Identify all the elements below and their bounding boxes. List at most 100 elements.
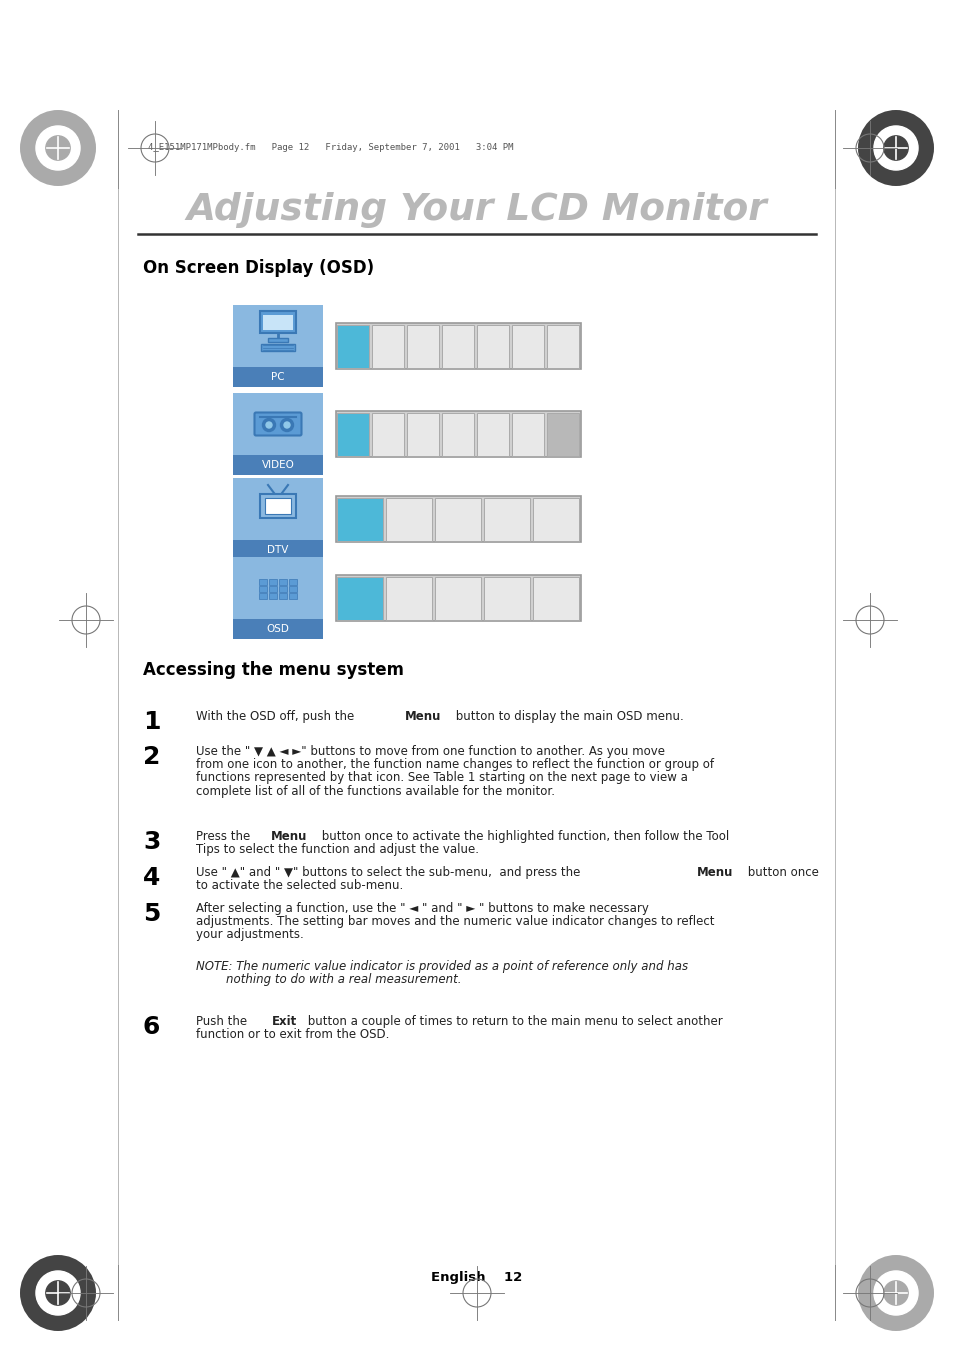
Text: Use " ▲" and " ▼" buttons to select the sub-menu,  and press the: Use " ▲" and " ▼" buttons to select the … [195, 866, 583, 880]
FancyBboxPatch shape [407, 324, 439, 367]
Text: 1: 1 [143, 711, 160, 734]
FancyBboxPatch shape [442, 412, 474, 455]
Text: PC: PC [271, 372, 285, 382]
FancyBboxPatch shape [484, 497, 530, 540]
Text: button a couple of times to return to the main menu to select another: button a couple of times to return to th… [304, 1015, 722, 1028]
Circle shape [857, 1255, 933, 1331]
FancyBboxPatch shape [533, 577, 578, 620]
FancyBboxPatch shape [337, 497, 383, 540]
FancyBboxPatch shape [260, 494, 295, 517]
Circle shape [46, 136, 71, 161]
Text: nothing to do with a real measurement.: nothing to do with a real measurement. [195, 973, 461, 986]
FancyBboxPatch shape [372, 412, 404, 455]
Circle shape [284, 422, 290, 428]
FancyBboxPatch shape [258, 580, 267, 585]
FancyBboxPatch shape [512, 324, 544, 367]
FancyBboxPatch shape [269, 586, 277, 592]
FancyBboxPatch shape [233, 455, 323, 476]
FancyBboxPatch shape [442, 324, 474, 367]
Text: Exit: Exit [272, 1015, 296, 1028]
FancyBboxPatch shape [289, 593, 297, 598]
Text: 3: 3 [143, 830, 160, 854]
FancyBboxPatch shape [258, 586, 267, 592]
FancyBboxPatch shape [261, 345, 294, 351]
FancyBboxPatch shape [269, 580, 277, 585]
Text: button to display the main OSD menu.: button to display the main OSD menu. [452, 711, 683, 723]
FancyBboxPatch shape [484, 577, 530, 620]
Circle shape [882, 136, 907, 161]
FancyBboxPatch shape [547, 324, 578, 367]
Text: VIDEO: VIDEO [261, 459, 294, 470]
FancyBboxPatch shape [260, 311, 295, 332]
FancyBboxPatch shape [278, 593, 287, 598]
Text: Adjusting Your LCD Monitor: Adjusting Your LCD Monitor [187, 192, 766, 228]
FancyBboxPatch shape [435, 497, 481, 540]
FancyBboxPatch shape [233, 540, 323, 561]
Text: Accessing the menu system: Accessing the menu system [143, 661, 403, 680]
FancyBboxPatch shape [233, 557, 323, 619]
Text: adjustments. The setting bar moves and the numeric value indicator changes to re: adjustments. The setting bar moves and t… [195, 915, 714, 928]
Circle shape [266, 422, 272, 428]
Text: functions represented by that icon. See Table 1 starting on the next page to vie: functions represented by that icon. See … [195, 771, 687, 785]
FancyBboxPatch shape [512, 412, 544, 455]
FancyBboxPatch shape [233, 367, 323, 386]
FancyBboxPatch shape [265, 499, 291, 513]
FancyBboxPatch shape [372, 324, 404, 367]
FancyBboxPatch shape [477, 324, 509, 367]
FancyBboxPatch shape [337, 324, 369, 367]
Circle shape [46, 1281, 71, 1305]
FancyBboxPatch shape [233, 619, 323, 639]
Text: Menu: Menu [405, 711, 441, 723]
Text: Tips to select the function and adjust the value.: Tips to select the function and adjust t… [195, 843, 478, 857]
Text: With the OSD off, push the: With the OSD off, push the [195, 711, 357, 723]
Text: On Screen Display (OSD): On Screen Display (OSD) [143, 259, 374, 277]
FancyBboxPatch shape [233, 478, 323, 540]
Text: 2: 2 [143, 744, 160, 769]
Text: Menu: Menu [696, 866, 733, 880]
FancyBboxPatch shape [435, 577, 481, 620]
Text: Menu: Menu [271, 830, 307, 843]
Circle shape [857, 109, 933, 186]
FancyBboxPatch shape [386, 497, 432, 540]
Circle shape [20, 109, 96, 186]
Text: DTV: DTV [267, 544, 289, 555]
FancyBboxPatch shape [269, 593, 277, 598]
FancyBboxPatch shape [335, 323, 580, 369]
FancyBboxPatch shape [477, 412, 509, 455]
FancyBboxPatch shape [258, 593, 267, 598]
Text: Push the: Push the [195, 1015, 254, 1028]
FancyBboxPatch shape [278, 586, 287, 592]
FancyBboxPatch shape [254, 412, 301, 435]
FancyBboxPatch shape [268, 338, 288, 342]
FancyBboxPatch shape [233, 305, 323, 367]
FancyBboxPatch shape [337, 577, 383, 620]
Circle shape [280, 419, 294, 431]
FancyBboxPatch shape [533, 497, 578, 540]
FancyBboxPatch shape [335, 411, 580, 457]
FancyBboxPatch shape [289, 586, 297, 592]
FancyBboxPatch shape [278, 580, 287, 585]
FancyBboxPatch shape [263, 315, 293, 330]
Text: button once: button once [743, 866, 818, 880]
FancyBboxPatch shape [407, 412, 439, 455]
Text: English    12: English 12 [431, 1271, 522, 1285]
FancyBboxPatch shape [337, 412, 369, 455]
Text: NOTE: The numeric value indicator is provided as a point of reference only and h: NOTE: The numeric value indicator is pro… [195, 961, 687, 973]
Circle shape [36, 1271, 80, 1315]
FancyBboxPatch shape [386, 577, 432, 620]
FancyBboxPatch shape [289, 580, 297, 585]
Text: Press the: Press the [195, 830, 253, 843]
Text: 4: 4 [143, 866, 160, 890]
Text: Use the " ▼ ▲ ◄ ►" buttons to move from one function to another. As you move: Use the " ▼ ▲ ◄ ►" buttons to move from … [195, 744, 664, 758]
Text: 6: 6 [143, 1015, 160, 1039]
FancyBboxPatch shape [335, 496, 580, 542]
Text: button once to activate the highlighted function, then follow the Tool: button once to activate the highlighted … [317, 830, 728, 843]
Circle shape [882, 1281, 907, 1305]
Text: from one icon to another, the function name changes to reflect the function or g: from one icon to another, the function n… [195, 758, 713, 771]
Text: to activate the selected sub-menu.: to activate the selected sub-menu. [195, 880, 403, 892]
FancyBboxPatch shape [233, 393, 323, 455]
Text: OSD: OSD [266, 624, 289, 634]
Text: 4_E151MP171MPbody.fm   Page 12   Friday, September 7, 2001   3:04 PM: 4_E151MP171MPbody.fm Page 12 Friday, Sep… [148, 142, 513, 151]
Text: After selecting a function, use the " ◄ " and " ► " buttons to make necessary: After selecting a function, use the " ◄ … [195, 902, 648, 915]
Text: complete list of all of the functions available for the monitor.: complete list of all of the functions av… [195, 785, 555, 797]
